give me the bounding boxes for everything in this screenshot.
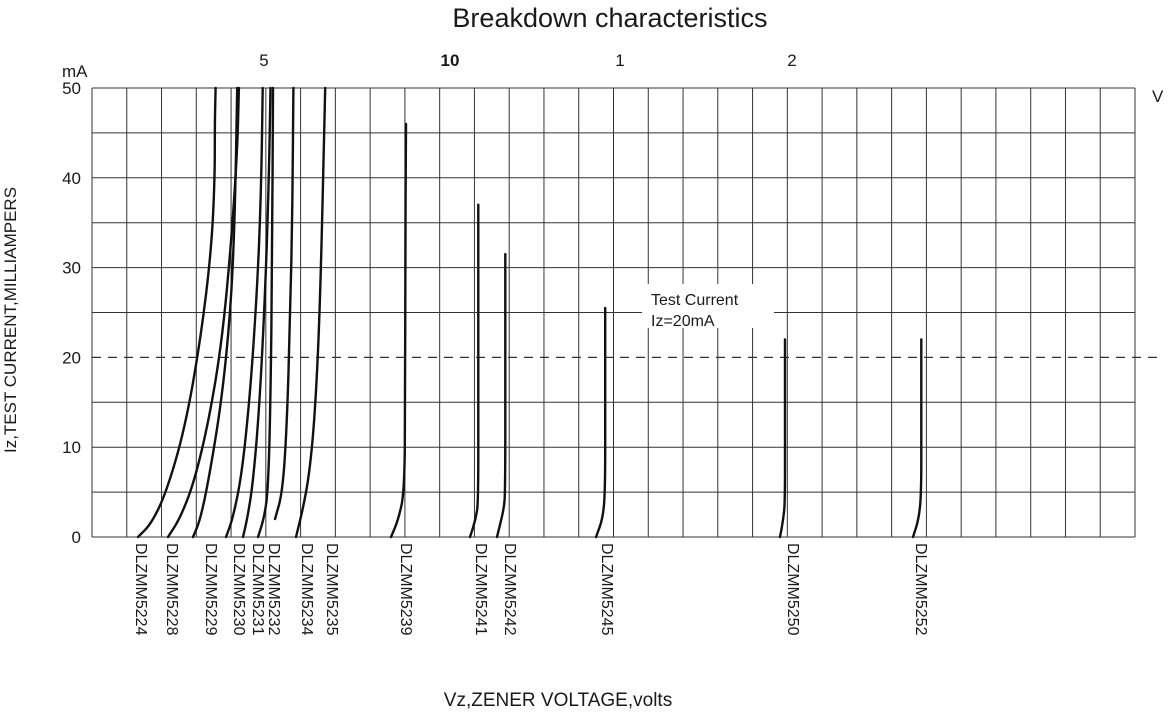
annotation-test-current: Test Current — [651, 292, 739, 309]
curve-dlzmm5239 — [389, 122, 408, 539]
series-labels: DLZMM5224 DLZMM5228 DLZMM5229 DLZMM5230 DLZM… — [132, 543, 929, 636]
y-tick-label: 50 — [62, 79, 81, 98]
series-label-dlzmm5230: DLZMM5230 — [230, 543, 247, 636]
curve-dlzmm5245 — [594, 306, 607, 539]
y-unit-label: mA — [62, 62, 88, 81]
series-label-dlzmm5252: DLZMM5252 — [912, 543, 929, 636]
curve-dlzmm5231 — [241, 86, 272, 539]
y-tick-label: 40 — [62, 169, 81, 188]
series-label-dlzmm5235: DLZMM5235 — [323, 543, 340, 636]
annotation-background — [642, 284, 774, 328]
annotation-iz-20ma: Iz=20mA — [651, 313, 715, 330]
curve-dlzmm5252 — [911, 338, 923, 539]
series-label-dlzmm5239: DLZMM5239 — [397, 543, 414, 636]
y-tick-label: 10 — [62, 438, 81, 457]
y-axis-label: Iz,TEST CURRENT,MILLIAMPERS — [1, 187, 20, 453]
series-label-dlzmm5224: DLZMM5224 — [132, 543, 149, 636]
series-label-dlzmm5245: DLZMM5245 — [598, 543, 615, 636]
y-tick-label: 20 — [62, 348, 81, 367]
chart-title: Breakdown characteristics — [452, 3, 767, 33]
curve-dlzmm5234 — [273, 86, 295, 521]
series-label-dlzmm5228: DLZMM5228 — [163, 543, 180, 636]
x-unit-label: V — [1152, 87, 1164, 106]
y-tick-label: 30 — [62, 259, 81, 278]
series-label-dlzmm5229: DLZMM5229 — [202, 543, 219, 636]
curve-dlzmm5230 — [224, 86, 264, 539]
series-curves — [136, 86, 923, 539]
tick-labels: 0 10 20 30 40 50 5 10 1 2 — [62, 51, 797, 547]
y-tick-label: 0 — [72, 528, 81, 547]
curve-dlzmm5224 — [136, 86, 217, 539]
curve-dlzmm5229 — [191, 86, 239, 539]
x-axis-label: Vz,ZENER VOLTAGE,volts — [444, 690, 672, 711]
x-scale-mark: 10 — [441, 51, 460, 70]
x-scale-mark: 5 — [259, 51, 268, 70]
x-scale-mark: 1 — [615, 51, 624, 70]
x-scale-mark: 2 — [787, 51, 796, 70]
series-label-dlzmm5231: DLZMM5231 — [249, 543, 266, 636]
curve-dlzmm5241 — [468, 203, 480, 539]
curve-dlzmm5232 — [256, 86, 275, 539]
curve-dlzmm5235 — [294, 86, 327, 539]
curve-dlzmm5242 — [495, 252, 507, 539]
series-label-dlzmm5234: DLZMM5234 — [298, 543, 315, 636]
series-label-dlzmm5242: DLZMM5242 — [501, 543, 518, 636]
grid — [91, 87, 1136, 538]
curve-dlzmm5250 — [778, 338, 787, 539]
series-label-dlzmm5241: DLZMM5241 — [472, 543, 489, 636]
series-label-dlzmm5250: DLZMM5250 — [784, 543, 801, 636]
series-label-dlzmm5232: DLZMM5232 — [265, 543, 282, 636]
